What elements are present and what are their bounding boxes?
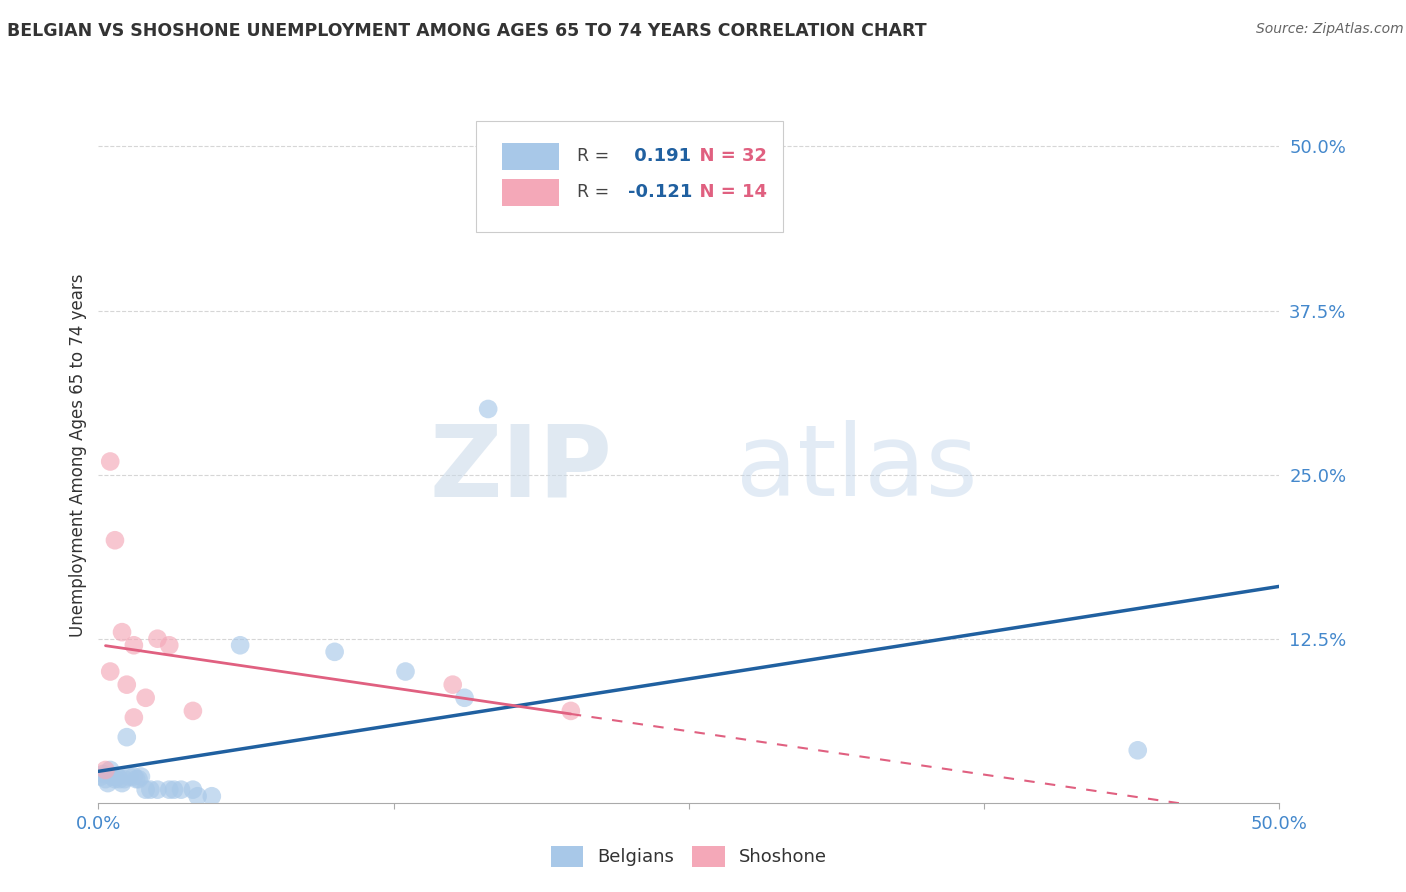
Point [157, 782, 180, 797]
Point [111, 625, 134, 640]
Point [187, 789, 209, 804]
Text: atlas: atlas [737, 420, 977, 517]
Point [94, 763, 117, 777]
Point [98, 665, 121, 679]
Text: N = 32: N = 32 [686, 147, 766, 165]
Point [104, 772, 127, 787]
Text: 0.191: 0.191 [627, 147, 690, 165]
Point [105, 770, 128, 784]
FancyBboxPatch shape [477, 121, 783, 232]
Point [201, 789, 224, 804]
FancyBboxPatch shape [502, 144, 560, 169]
Point [115, 678, 138, 692]
FancyBboxPatch shape [502, 179, 560, 206]
Point [146, 632, 169, 646]
Point [122, 770, 145, 784]
Legend: Belgians, Shoshone: Belgians, Shoshone [543, 838, 835, 874]
Point [394, 665, 416, 679]
Point [94, 772, 117, 787]
Point [90, 770, 112, 784]
Point [128, 772, 150, 787]
Point [323, 645, 346, 659]
Text: R =: R = [576, 147, 609, 165]
Point [453, 690, 475, 705]
Point [111, 776, 134, 790]
Y-axis label: Unemployment Among Ages 65 to 74 years: Unemployment Among Ages 65 to 74 years [69, 273, 87, 637]
Text: ZIP: ZIP [429, 420, 612, 517]
Point [441, 678, 464, 692]
Point [163, 782, 186, 797]
Point [122, 638, 145, 652]
Point [1126, 743, 1149, 757]
Point [125, 772, 148, 787]
Point [146, 782, 169, 797]
Point [108, 772, 131, 787]
Point [91, 767, 114, 781]
Text: -0.121: -0.121 [627, 183, 692, 201]
Point [560, 704, 582, 718]
Point [112, 772, 135, 787]
Point [98, 763, 121, 777]
Text: BELGIAN VS SHOSHONE UNEMPLOYMENT AMONG AGES 65 TO 74 YEARS CORRELATION CHART: BELGIAN VS SHOSHONE UNEMPLOYMENT AMONG A… [7, 22, 927, 40]
Text: Source: ZipAtlas.com: Source: ZipAtlas.com [1256, 22, 1403, 37]
Point [115, 730, 138, 744]
Point [477, 401, 499, 416]
Point [97, 776, 120, 790]
Point [170, 782, 193, 797]
Point [129, 770, 152, 784]
Point [181, 704, 204, 718]
Point [122, 710, 145, 724]
Point [104, 533, 127, 548]
Point [135, 782, 157, 797]
Point [139, 782, 162, 797]
Text: R =: R = [576, 183, 609, 201]
Point [101, 770, 124, 784]
Point [135, 690, 157, 705]
Point [181, 782, 204, 797]
Text: N = 14: N = 14 [686, 183, 766, 201]
Point [157, 638, 180, 652]
Point [118, 770, 141, 784]
Point [229, 638, 252, 652]
Point [98, 454, 121, 468]
